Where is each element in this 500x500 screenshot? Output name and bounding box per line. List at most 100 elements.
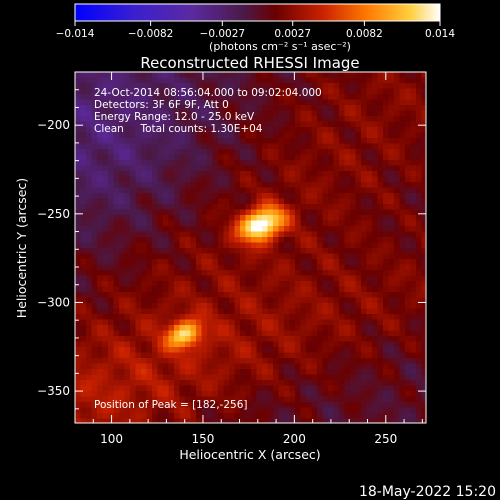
heatmap-pixel	[212, 220, 219, 227]
heatmap-pixel	[218, 314, 225, 321]
heatmap-pixel	[394, 116, 401, 123]
heatmap-pixel	[273, 94, 280, 101]
heatmap-pixel	[311, 154, 318, 161]
heatmap-pixel	[212, 132, 219, 139]
heatmap-pixel	[267, 187, 274, 194]
x-tick-label: 100	[100, 432, 123, 446]
heatmap-pixel	[410, 215, 417, 222]
heatmap-pixel	[394, 220, 401, 227]
heatmap-pixel	[399, 253, 406, 260]
heatmap-pixel	[273, 259, 280, 266]
heatmap-pixel	[300, 325, 307, 332]
heatmap-pixel	[421, 94, 426, 101]
heatmap-pixel	[350, 242, 357, 249]
heatmap-pixel	[245, 116, 252, 123]
heatmap-pixel	[80, 143, 87, 150]
heatmap-pixel	[300, 418, 307, 423]
heatmap-pixel	[91, 259, 98, 266]
heatmap-pixel	[97, 198, 104, 205]
heatmap-pixel	[262, 105, 269, 112]
heatmap-pixel	[113, 292, 120, 299]
heatmap-pixel	[102, 231, 109, 238]
heatmap-pixel	[119, 138, 126, 145]
heatmap-pixel	[372, 374, 379, 381]
heatmap-pixel	[135, 121, 142, 128]
heatmap-pixel	[124, 259, 131, 266]
heatmap-pixel	[86, 396, 93, 403]
heatmap-pixel	[91, 308, 98, 315]
heatmap-pixel	[179, 281, 186, 288]
heatmap-pixel	[377, 413, 384, 420]
heatmap-pixel	[372, 77, 379, 84]
heatmap-pixel	[223, 226, 230, 233]
heatmap-pixel	[366, 325, 373, 332]
heatmap-pixel	[410, 413, 417, 420]
heatmap-pixel	[130, 77, 137, 84]
heatmap-pixel	[130, 176, 137, 183]
heatmap-pixel	[119, 171, 126, 178]
heatmap-pixel	[130, 281, 137, 288]
heatmap-pixel	[278, 264, 285, 271]
heatmap-pixel	[322, 319, 329, 326]
heatmap-pixel	[339, 275, 346, 282]
heatmap-pixel	[317, 286, 324, 293]
heatmap-pixel	[179, 94, 186, 101]
heatmap-pixel	[317, 369, 324, 376]
heatmap-pixel	[262, 110, 269, 117]
heatmap-pixel	[190, 220, 197, 227]
heatmap-pixel	[267, 88, 274, 95]
heatmap-pixel	[372, 138, 379, 145]
heatmap-pixel	[141, 248, 148, 255]
heatmap-pixel	[350, 264, 357, 271]
heatmap-pixel	[333, 374, 340, 381]
heatmap-pixel	[399, 385, 406, 392]
energy-annotation: Energy Range: 12.0 - 25.0 keV	[94, 111, 255, 123]
heatmap-pixel	[416, 72, 423, 79]
heatmap-pixel	[284, 160, 291, 167]
heatmap-pixel	[141, 325, 148, 332]
heatmap-pixel	[108, 99, 115, 106]
heatmap-pixel	[300, 105, 307, 112]
heatmap-pixel	[229, 363, 236, 370]
heatmap-pixel	[157, 198, 164, 205]
heatmap-pixel	[146, 215, 153, 222]
heatmap-pixel	[119, 418, 126, 423]
heatmap-pixel	[201, 215, 208, 222]
heatmap-pixel	[410, 88, 417, 95]
heatmap-pixel	[333, 303, 340, 310]
heatmap-pixel	[328, 248, 335, 255]
heatmap-pixel	[185, 347, 192, 354]
heatmap-pixel	[163, 259, 170, 266]
heatmap-pixel	[311, 275, 318, 282]
heatmap-pixel	[344, 116, 351, 123]
heatmap-pixel	[377, 270, 384, 277]
heatmap-pixel	[223, 204, 230, 211]
heatmap-pixel	[179, 220, 186, 227]
heatmap-pixel	[355, 116, 362, 123]
heatmap-pixel	[278, 242, 285, 249]
heatmap-pixel	[245, 77, 252, 84]
heatmap-pixel	[223, 171, 230, 178]
heatmap-pixel	[185, 297, 192, 304]
heatmap-pixel	[278, 275, 285, 282]
heatmap-pixel	[245, 358, 252, 365]
heatmap-pixel	[141, 198, 148, 205]
heatmap-pixel	[339, 77, 346, 84]
heatmap-pixel	[284, 242, 291, 249]
heatmap-pixel	[421, 391, 426, 398]
heatmap-pixel	[383, 253, 390, 260]
heatmap-pixel	[278, 132, 285, 139]
heatmap-pixel	[273, 127, 280, 134]
heatmap-pixel	[317, 330, 324, 337]
heatmap-pixel	[234, 83, 241, 90]
heatmap-pixel	[300, 407, 307, 414]
heatmap-pixel	[146, 352, 153, 359]
heatmap-pixel	[86, 215, 93, 222]
heatmap-pixel	[91, 270, 98, 277]
heatmap-pixel	[80, 358, 87, 365]
heatmap-pixel	[124, 374, 131, 381]
heatmap-pixel	[317, 154, 324, 161]
heatmap-pixel	[289, 94, 296, 101]
heatmap-pixel	[229, 391, 236, 398]
heatmap-pixel	[141, 165, 148, 172]
